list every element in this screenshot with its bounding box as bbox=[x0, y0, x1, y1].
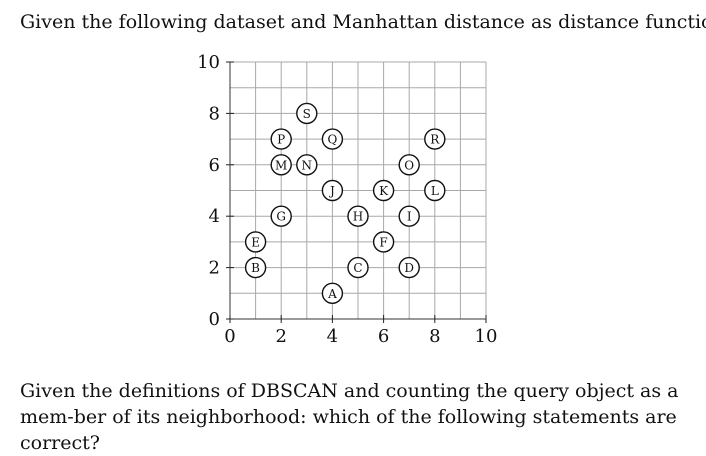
point-label: H bbox=[353, 210, 363, 224]
data-point-j: J bbox=[321, 179, 344, 202]
data-point-i: I bbox=[398, 205, 420, 227]
data-point-o: O bbox=[398, 154, 420, 176]
point-marker bbox=[296, 102, 318, 125]
point-label: Q bbox=[327, 133, 337, 147]
point-label: O bbox=[404, 158, 414, 172]
point-marker bbox=[347, 205, 369, 227]
data-point-a: A bbox=[321, 282, 344, 304]
data-point-m: M bbox=[270, 154, 292, 176]
data-point-g: G bbox=[270, 205, 292, 227]
point-label: M bbox=[275, 158, 287, 172]
point-marker bbox=[321, 128, 344, 150]
point-label: P bbox=[277, 133, 285, 147]
data-point-l: L bbox=[424, 179, 446, 202]
point-marker bbox=[372, 179, 395, 202]
point-marker bbox=[424, 128, 446, 150]
grid bbox=[229, 61, 487, 320]
data-point-p: P bbox=[270, 128, 292, 150]
point-marker bbox=[244, 256, 267, 279]
data-point-d: D bbox=[398, 256, 420, 279]
data-point-r: R bbox=[424, 128, 446, 150]
y-tick-label: 6 bbox=[209, 155, 220, 176]
data-point-c: C bbox=[347, 256, 369, 279]
scatter-plot: 0 2 4 6 8 10 0 2 4 6 8 10 A B C D E F G H I J K L M N O P Q R S bbox=[197, 52, 497, 347]
point-marker bbox=[372, 231, 395, 253]
data-point-b: B bbox=[244, 256, 267, 279]
x-tick-label: 0 bbox=[224, 326, 235, 347]
point-marker bbox=[321, 179, 344, 202]
x-tick-label: 10 bbox=[475, 326, 498, 347]
point-label: R bbox=[430, 133, 440, 147]
point-label: A bbox=[327, 287, 337, 301]
y-tick-label: 8 bbox=[209, 103, 220, 124]
point-label: D bbox=[404, 261, 414, 275]
point-marker bbox=[398, 154, 420, 176]
y-tick-label: 4 bbox=[209, 206, 220, 227]
axis-ticks: 0 2 4 6 8 10 0 2 4 6 8 10 bbox=[197, 52, 497, 347]
data-point-s: S bbox=[296, 102, 318, 125]
point-label: F bbox=[379, 235, 387, 249]
x-tick-label: 8 bbox=[429, 326, 440, 347]
point-label: G bbox=[276, 210, 286, 224]
point-marker bbox=[244, 231, 267, 253]
data-point-h: H bbox=[347, 205, 369, 227]
point-marker bbox=[321, 282, 344, 304]
point-label: S bbox=[303, 107, 311, 121]
data-points: A B C D E F G H I J K L M N O P Q R S bbox=[244, 102, 446, 304]
point-marker bbox=[398, 205, 420, 227]
point-label: E bbox=[251, 235, 260, 249]
point-marker bbox=[270, 205, 292, 227]
x-tick-label: 2 bbox=[275, 326, 286, 347]
data-point-q: Q bbox=[321, 128, 344, 150]
x-tick-label: 6 bbox=[378, 326, 389, 347]
question-text: Given the definitions of DBSCAN and coun… bbox=[20, 380, 679, 454]
point-marker bbox=[398, 256, 420, 279]
point-label: K bbox=[379, 184, 389, 198]
data-point-f: F bbox=[372, 231, 395, 253]
point-label: J bbox=[328, 184, 335, 198]
point-label: C bbox=[353, 261, 362, 275]
y-tick-label: 2 bbox=[209, 258, 220, 279]
point-label: L bbox=[431, 184, 439, 198]
point-marker bbox=[347, 256, 369, 279]
point-label: I bbox=[407, 210, 412, 224]
point-label: N bbox=[302, 158, 313, 172]
point-marker bbox=[270, 154, 292, 176]
data-point-n: N bbox=[296, 154, 318, 176]
point-marker bbox=[424, 179, 446, 202]
intro-text: Given the following dataset and Manhatta… bbox=[20, 11, 706, 33]
x-tick-label: 4 bbox=[327, 326, 338, 347]
y-tick-label: 10 bbox=[197, 52, 220, 73]
point-label: B bbox=[251, 261, 260, 275]
point-marker bbox=[296, 154, 318, 176]
data-point-e: E bbox=[244, 231, 267, 253]
point-marker bbox=[270, 128, 292, 150]
y-tick-label: 0 bbox=[209, 309, 220, 330]
data-point-k: K bbox=[372, 179, 395, 202]
